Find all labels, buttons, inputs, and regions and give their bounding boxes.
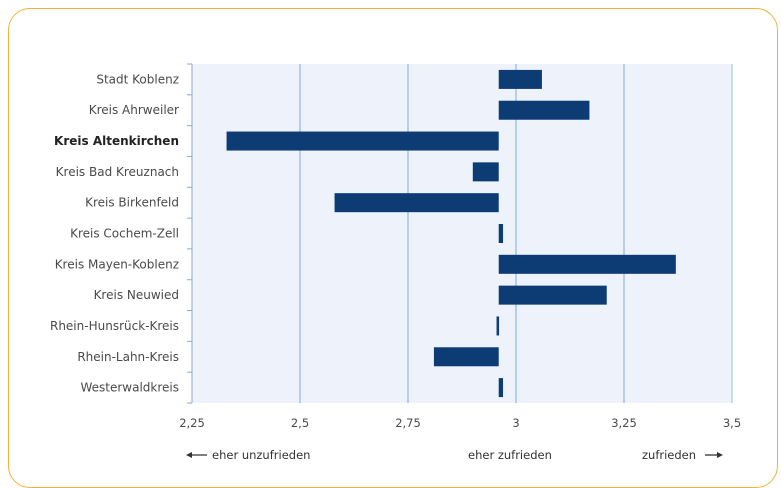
bar xyxy=(498,254,676,274)
bar xyxy=(472,162,499,182)
x-tick-label: 2,5 xyxy=(291,416,309,430)
category-label: Kreis Altenkirchen xyxy=(54,134,179,148)
category-label: Kreis Ahrweiler xyxy=(89,103,179,117)
bar xyxy=(226,131,499,151)
bar xyxy=(498,100,590,120)
x-tick-label: 2,25 xyxy=(179,416,205,430)
bar xyxy=(498,224,504,243)
x-tick-label: 3,25 xyxy=(611,416,637,430)
x-tick-label: 3 xyxy=(512,416,519,430)
x-tick-label: 3,5 xyxy=(723,416,741,430)
bar xyxy=(433,347,499,367)
x-tick-label: 2,75 xyxy=(395,416,421,430)
footer-right-label: zufrieden xyxy=(642,448,696,462)
footer-center-label: eher zufrieden xyxy=(468,448,552,462)
plot-area xyxy=(192,64,732,403)
category-label: Stadt Koblenz xyxy=(96,72,179,86)
category-label: Kreis Mayen-Koblenz xyxy=(55,257,179,271)
bar xyxy=(334,193,499,213)
category-label: Kreis Birkenfeld xyxy=(85,196,179,210)
right-arrow-icon xyxy=(705,452,723,458)
footer-left-label: eher unzufrieden xyxy=(212,448,310,462)
category-label: Kreis Bad Kreuznach xyxy=(56,165,179,179)
bar xyxy=(498,378,504,398)
category-label: Westerwaldkreis xyxy=(80,381,179,395)
left-arrow-icon xyxy=(186,452,207,458)
category-label: Kreis Neuwied xyxy=(94,288,179,302)
category-label: Kreis Cochem-Zell xyxy=(70,227,179,241)
bar xyxy=(498,69,542,89)
category-label: Rhein-Hunsrück-Kreis xyxy=(50,319,179,333)
bar xyxy=(498,285,607,305)
bar xyxy=(496,316,500,336)
category-label: Rhein-Lahn-Kreis xyxy=(77,350,179,364)
